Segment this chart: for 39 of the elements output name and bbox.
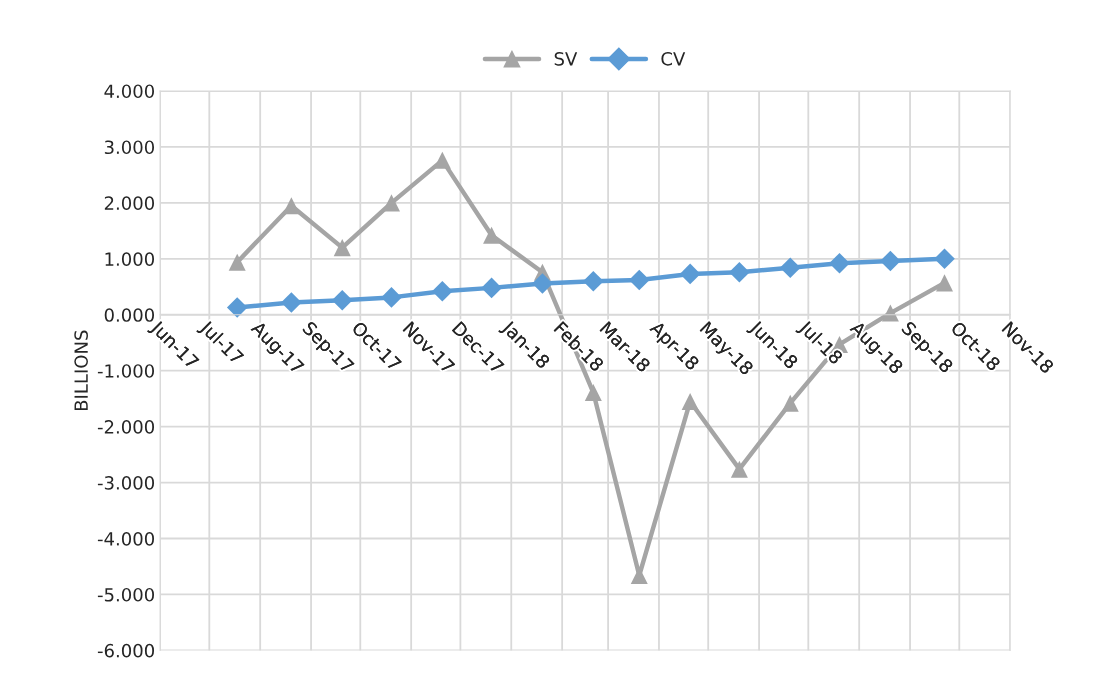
y-tick-label: -3.000 <box>97 476 155 490</box>
point <box>679 263 701 285</box>
point <box>936 274 954 292</box>
point <box>433 151 451 169</box>
y-axis-title: BILLIONS <box>74 330 88 411</box>
point <box>584 384 602 402</box>
y-tick-label: 0.000 <box>104 308 155 322</box>
y-tick-label: -5.000 <box>97 587 155 602</box>
point <box>730 460 748 478</box>
point <box>934 248 955 270</box>
point <box>281 292 302 313</box>
point <box>228 253 246 271</box>
point <box>381 287 402 308</box>
y-tick-label: -1.000 <box>97 364 155 378</box>
y-tick-label: 1.000 <box>105 252 155 266</box>
point <box>881 304 899 322</box>
point <box>829 252 850 274</box>
y-tick-label: 3.000 <box>104 140 155 155</box>
y-tick-label: -6.000 <box>97 643 155 658</box>
y-tick-label: -4.000 <box>97 531 155 546</box>
point <box>532 273 553 294</box>
point <box>781 394 799 412</box>
point <box>583 270 604 292</box>
point <box>880 250 901 272</box>
point <box>481 277 502 299</box>
point <box>779 257 801 279</box>
legend-label: CV <box>661 51 686 66</box>
point <box>628 269 650 291</box>
y-tick-label: -2.000 <box>97 420 155 434</box>
y-tick-label: 4.000 <box>104 84 155 99</box>
point <box>729 261 750 283</box>
legend-label: SV <box>554 51 578 66</box>
point <box>483 226 501 244</box>
point <box>226 297 248 318</box>
point <box>432 280 453 302</box>
point <box>333 239 351 257</box>
point <box>331 289 353 311</box>
point <box>681 392 699 410</box>
y-tick-label: 2.000 <box>104 196 155 210</box>
